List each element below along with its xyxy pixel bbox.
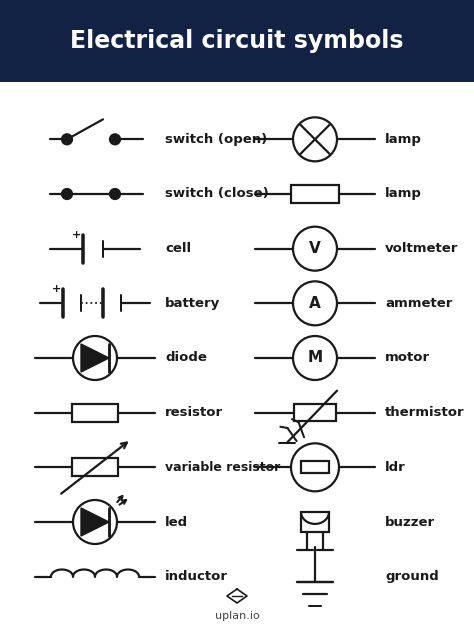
Text: led: led bbox=[165, 515, 188, 529]
Circle shape bbox=[293, 336, 337, 380]
Circle shape bbox=[293, 281, 337, 325]
Text: V: V bbox=[309, 241, 321, 256]
Text: ammeter: ammeter bbox=[385, 297, 452, 310]
Circle shape bbox=[110, 189, 120, 199]
Text: ldr: ldr bbox=[385, 461, 406, 474]
Circle shape bbox=[293, 117, 337, 161]
Text: thermistor: thermistor bbox=[385, 406, 465, 419]
Text: switch (close): switch (close) bbox=[165, 188, 269, 200]
Bar bbox=[301, 512, 329, 532]
Polygon shape bbox=[81, 344, 109, 372]
Bar bbox=[72, 458, 118, 476]
Text: A: A bbox=[309, 296, 321, 311]
Text: motor: motor bbox=[385, 351, 430, 365]
Circle shape bbox=[110, 134, 120, 145]
Text: inductor: inductor bbox=[165, 570, 228, 583]
Bar bbox=[72, 404, 118, 422]
Text: ground: ground bbox=[385, 570, 439, 583]
Bar bbox=[294, 404, 336, 421]
Bar bbox=[291, 185, 339, 203]
Circle shape bbox=[73, 500, 117, 544]
Circle shape bbox=[62, 189, 72, 199]
Text: +: + bbox=[73, 230, 82, 240]
Text: M: M bbox=[308, 351, 323, 365]
Circle shape bbox=[62, 134, 72, 145]
Text: lamp: lamp bbox=[385, 188, 422, 200]
Text: diode: diode bbox=[165, 351, 207, 365]
Text: switch (open): switch (open) bbox=[165, 133, 267, 146]
Text: resistor: resistor bbox=[165, 406, 223, 419]
Text: cell: cell bbox=[165, 242, 191, 255]
Text: +: + bbox=[52, 284, 62, 294]
Text: uplan.io: uplan.io bbox=[215, 611, 259, 621]
Text: lamp: lamp bbox=[385, 133, 422, 146]
Bar bbox=[0, 0, 474, 82]
Text: voltmeter: voltmeter bbox=[385, 242, 458, 255]
Circle shape bbox=[73, 336, 117, 380]
Circle shape bbox=[293, 227, 337, 271]
Text: variable resistor: variable resistor bbox=[165, 461, 280, 474]
Text: battery: battery bbox=[165, 297, 220, 310]
Polygon shape bbox=[81, 508, 109, 536]
Text: buzzer: buzzer bbox=[385, 515, 435, 529]
Text: Electrical circuit symbols: Electrical circuit symbols bbox=[70, 29, 404, 53]
Circle shape bbox=[291, 443, 339, 491]
Bar bbox=[301, 462, 329, 474]
